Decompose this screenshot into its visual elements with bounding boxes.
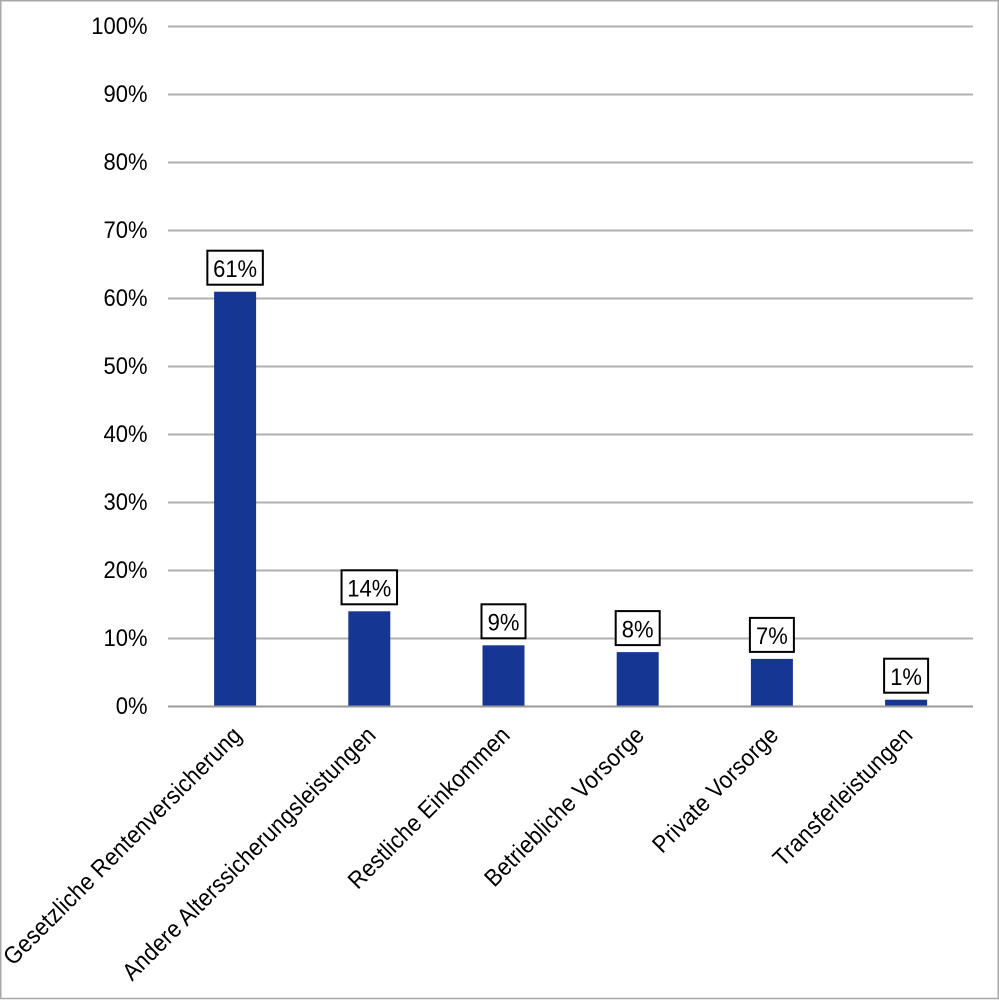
- svg-text:100%: 100%: [91, 12, 147, 39]
- svg-text:10%: 10%: [103, 624, 147, 651]
- svg-text:80%: 80%: [103, 148, 147, 175]
- svg-text:90%: 90%: [103, 80, 147, 107]
- svg-text:14%: 14%: [347, 575, 391, 602]
- svg-text:9%: 9%: [488, 609, 520, 636]
- svg-text:70%: 70%: [103, 216, 147, 243]
- svg-text:20%: 20%: [103, 556, 147, 583]
- svg-text:60%: 60%: [103, 284, 147, 311]
- svg-text:30%: 30%: [103, 488, 147, 515]
- svg-text:1%: 1%: [890, 663, 922, 690]
- svg-text:40%: 40%: [103, 420, 147, 447]
- svg-text:7%: 7%: [756, 622, 788, 649]
- svg-text:0%: 0%: [116, 692, 148, 719]
- svg-text:61%: 61%: [213, 255, 257, 282]
- svg-text:50%: 50%: [103, 352, 147, 379]
- svg-text:8%: 8%: [622, 615, 654, 642]
